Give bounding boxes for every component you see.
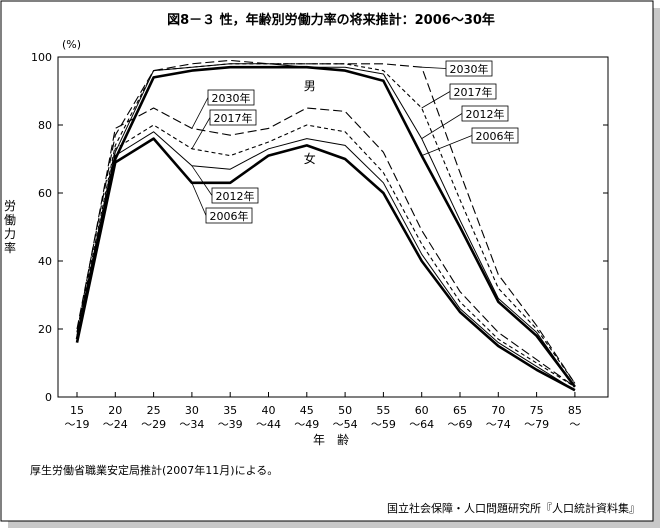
y-tick-label: 20 [38,323,52,336]
callout-box [461,105,509,122]
frame-panel [0,0,654,522]
callout-box [471,127,519,144]
series-label-female: 2030年 [212,91,251,105]
series-line-female-4 [75,137,576,392]
y-axis: 0 20 40 60 80 100 [31,51,608,404]
y-label-char-2: 働 [4,213,16,227]
x-tick-label-range: ～44 [256,418,281,431]
x-tick-label-range: ～34 [179,418,204,431]
x-tick-label-range: ～49 [294,418,319,431]
y-unit: (%) [62,38,81,51]
series-label-male: 2006年 [476,129,515,143]
callout-leader [191,165,213,196]
series-annotations: 2030年 2017年 2012年 2006年 2030年 2017年 2012年 2006年… [191,60,519,224]
x-tick-label-range: ～29 [141,418,166,431]
chart-title: 図8－３ 性，年齢別労働力率の将来推計：2006～30年 [167,12,495,28]
x-tick-label: 40 [262,404,276,417]
callout-leader [421,66,447,69]
x-axis-label: 年 齢 [313,432,349,447]
callout-leader [191,117,211,150]
series-label-female: 2017年 [214,111,253,125]
series-line-female-7 [76,107,576,388]
callout-box [449,83,497,100]
y-tick-label: 40 [38,255,52,268]
callout-leader [421,113,463,139]
x-tick-label-range: ～74 [486,418,511,431]
callout-box [207,89,255,106]
x-tick-label: 50 [338,404,352,417]
x-tick-label: 60 [415,404,429,417]
x-tick-label-range: ～69 [448,418,473,431]
callout-box [211,187,259,204]
series-line-male-0 [75,65,576,388]
y-tick-label: 0 [45,391,52,404]
callout-leader [191,97,209,129]
x-tick-label: 45 [300,404,314,417]
source-credit: 国立社会保障・人口問題研究所『人口統計資料集』 [387,501,640,515]
x-tick-label: 30 [185,404,199,417]
footnote: 厚生労働省職業安定局推計(2007年11月)による。 [30,463,278,477]
group-label-male: 男 [304,79,316,93]
callout-box [209,109,257,126]
series-line-female-5 [76,131,576,391]
series-label-male: 2012年 [466,107,505,121]
y-tick-label: 60 [38,187,52,200]
x-tick-label: 35 [223,404,237,417]
series-lines [75,59,576,392]
x-tick-label-range: ～79 [524,418,549,431]
y-axis-label: 労 働 力 率 [4,199,16,255]
callout-box [205,207,253,224]
plot-area [57,56,609,398]
series-label-male: 2030年 [450,62,489,76]
group-label-female: 女 [304,151,316,166]
x-tick-label-range: ～39 [218,418,243,431]
x-tick-label: 85 [568,404,582,417]
x-tick-label-range: ～64 [409,418,434,431]
series-line-male-2 [76,63,576,384]
x-tick-label-range: ～24 [103,418,128,431]
callout-leader [191,182,207,216]
callout-leader [421,135,473,156]
y-tick-label: 80 [38,119,52,132]
series-label-male: 2017年 [454,85,493,99]
y-tick-label: 100 [31,51,52,64]
callout-box [445,60,493,77]
x-tick-label-range: ～19 [65,418,90,431]
x-tick-label-range: ～54 [333,418,358,431]
x-tick-label: 75 [530,404,544,417]
x-tick-label: 15 [70,404,84,417]
y-label-char-1: 労 [4,199,16,213]
x-tick-label: 25 [147,404,161,417]
x-tick-label: 70 [491,404,505,417]
callout-leader [421,91,451,109]
x-axis: 15～19 20～24 25～29 30～34 35～39 40～44 45～49 50～54… [65,392,582,431]
series-label-female: 2006年 [210,209,249,223]
x-tick-label: 20 [108,404,122,417]
x-tick-label-range: ～59 [371,418,396,431]
series-line-female-6 [76,124,576,388]
x-tick-label: 65 [453,404,467,417]
x-tick-label: 55 [376,404,390,417]
x-tick-label-range: ～ [569,418,580,431]
series-line-male-3 [76,59,576,384]
series-label-female: 2012年 [216,189,255,203]
y-label-char-4: 率 [4,240,16,255]
y-label-char-3: 力 [4,227,16,241]
